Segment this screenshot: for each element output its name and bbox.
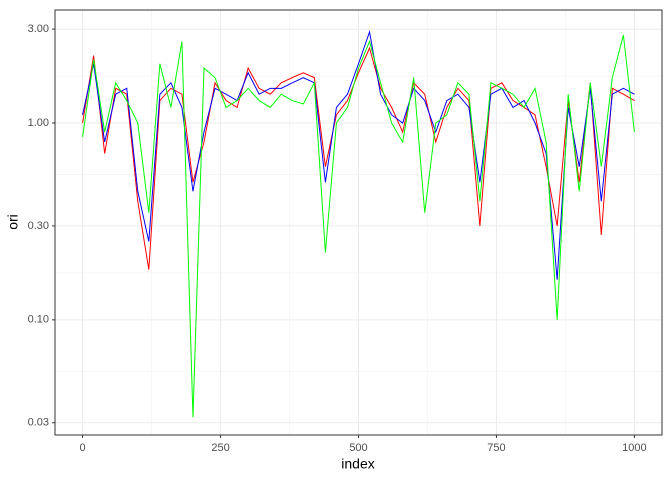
- y-tick-label: 1.00: [28, 117, 49, 129]
- x-tick-label: 1000: [622, 442, 646, 454]
- x-tick-label: 0: [80, 442, 86, 454]
- y-tick-label: 0.30: [28, 220, 49, 232]
- y-tick-label: 0.10: [28, 314, 49, 326]
- series-line: [82, 34, 635, 418]
- y-axis-title: ori: [5, 214, 21, 230]
- series-line: [82, 29, 635, 280]
- y-tick-label: 0.03: [28, 417, 49, 429]
- y-tick-label: 3.00: [28, 23, 49, 35]
- x-tick-label: 500: [349, 442, 367, 454]
- x-tick-label: 750: [487, 442, 505, 454]
- x-tick-label: 250: [211, 442, 229, 454]
- x-axis-title: index: [341, 456, 374, 472]
